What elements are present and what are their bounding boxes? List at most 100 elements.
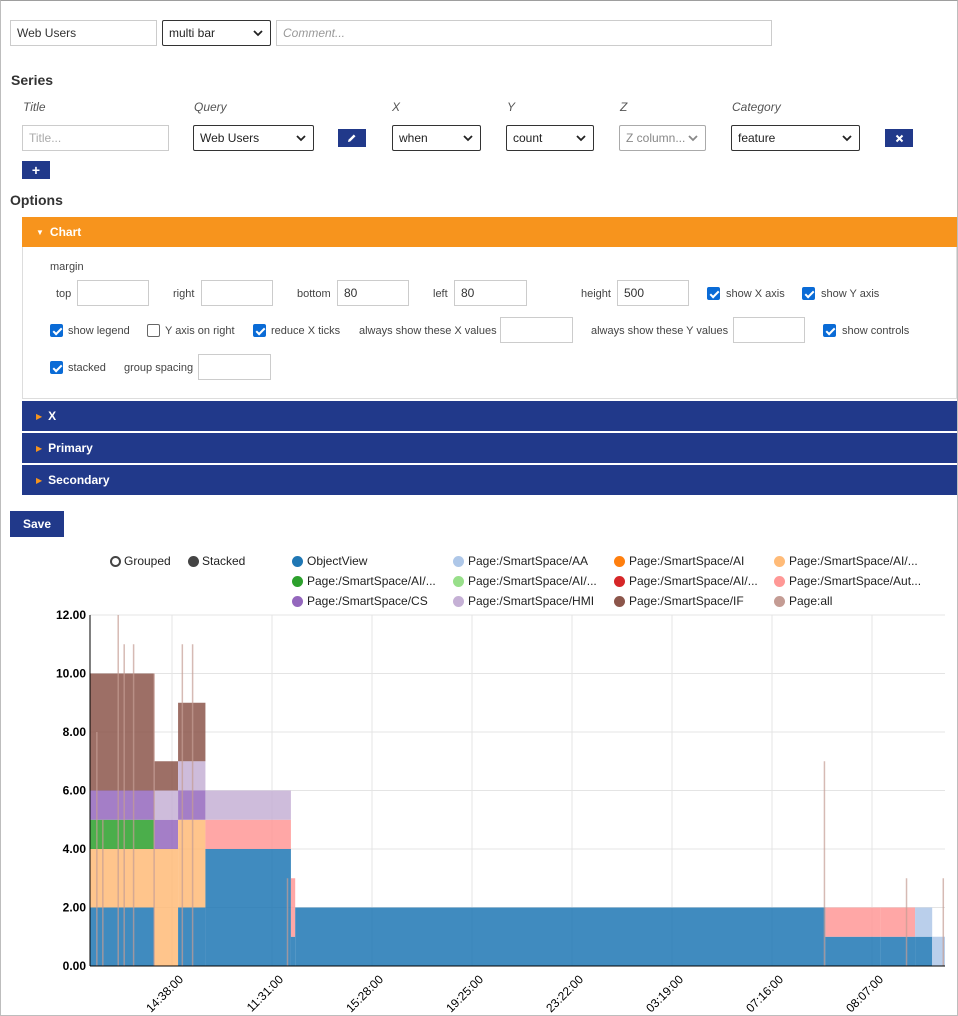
x-panel-header[interactable]: ▶ X xyxy=(22,401,957,431)
height-input[interactable] xyxy=(617,280,689,306)
bar-segment xyxy=(290,878,296,937)
chart-options-panel xyxy=(22,247,957,399)
legend-item[interactable]: Page:/SmartSpace/AA xyxy=(453,554,588,568)
y-tick-label: 6.00 xyxy=(63,784,87,798)
comment-input[interactable] xyxy=(276,20,772,46)
series-query-select[interactable]: Web Users xyxy=(193,125,314,151)
grouped-control[interactable]: Grouped xyxy=(110,554,171,568)
series-category-value: feature xyxy=(738,131,776,145)
bar-segment xyxy=(90,790,155,820)
chart-name-input[interactable] xyxy=(10,20,157,46)
legend-item[interactable]: Page:/SmartSpace/AI xyxy=(614,554,744,568)
chevron-down-icon xyxy=(576,135,586,142)
legend-item[interactable]: Page:/SmartSpace/AI/... xyxy=(614,574,758,588)
legend-item[interactable]: ObjectView xyxy=(292,554,367,568)
legend-item[interactable]: Page:/SmartSpace/IF xyxy=(614,594,744,608)
x-tick-label: 03:19:00 xyxy=(643,972,686,1015)
x-panel-title: X xyxy=(48,409,57,423)
bar-segment xyxy=(90,907,155,966)
show-controls-checkbox[interactable] xyxy=(823,324,836,337)
bar-segment xyxy=(290,936,296,966)
margin-left-input[interactable] xyxy=(454,280,527,306)
show-x-axis-checkbox[interactable] xyxy=(707,287,720,300)
chevron-down-icon xyxy=(688,135,698,142)
bar-segment xyxy=(205,790,291,820)
group-spacing-input[interactable] xyxy=(198,354,271,380)
series-x-value: when xyxy=(399,131,428,145)
legend-label: Page:all xyxy=(789,594,833,608)
bottom-label: bottom xyxy=(297,288,331,300)
chevron-down-icon xyxy=(296,135,306,142)
chart-panel-header[interactable]: ▼ Chart xyxy=(22,217,957,247)
chart-panel-title: Chart xyxy=(49,225,82,239)
bar-segment xyxy=(154,819,179,849)
legend-label: Page:/SmartSpace/AI/... xyxy=(629,574,758,588)
always-x-input[interactable] xyxy=(500,317,573,343)
reduce-x-ticks-checkbox[interactable] xyxy=(253,324,266,337)
grouped-label: Grouped xyxy=(124,554,171,568)
legend-item[interactable]: Page:/SmartSpace/HMI xyxy=(453,594,594,608)
bar-segment xyxy=(880,936,916,966)
series-heading: Series xyxy=(11,72,54,88)
legend-dot-icon xyxy=(453,575,464,587)
chart-type-value: multi bar xyxy=(169,26,216,40)
x-tick-label: 15:28:00 xyxy=(343,972,386,1015)
options-heading: Options xyxy=(10,192,63,208)
legend-item[interactable]: Page:/SmartSpace/AI/... xyxy=(292,574,436,588)
add-series-button[interactable]: + xyxy=(22,161,50,179)
chart-type-select[interactable]: multi bar xyxy=(162,20,271,46)
x-tick-label: 11:31:00 xyxy=(244,972,287,1015)
bar-segment xyxy=(154,761,179,791)
series-title-input[interactable] xyxy=(22,125,169,151)
margin-bottom-input[interactable] xyxy=(337,280,409,306)
show-y-axis-checkbox[interactable] xyxy=(802,287,815,300)
x-tick-label: 08:07:00 xyxy=(843,972,886,1015)
series-y-select[interactable]: count xyxy=(506,125,594,151)
always-y-label: always show these Y values xyxy=(591,325,729,337)
series-z-select[interactable]: Z column... xyxy=(619,125,706,151)
y-tick-label: 12.00 xyxy=(56,608,86,622)
legend-item[interactable]: Page:/SmartSpace/CS xyxy=(292,594,428,608)
legend-label: Page:/SmartSpace/AI/... xyxy=(468,574,597,588)
bar-segment xyxy=(205,819,291,849)
stacked-control[interactable]: Stacked xyxy=(188,554,245,568)
group-spacing-label: group spacing xyxy=(124,362,194,374)
secondary-panel-title: Secondary xyxy=(48,473,110,487)
margin-top-input[interactable] xyxy=(77,280,149,306)
secondary-panel-header[interactable]: ▶ Secondary xyxy=(22,465,957,495)
legend-label: Page:/SmartSpace/AI/... xyxy=(789,554,918,568)
legend-item[interactable]: Page:all xyxy=(774,594,832,608)
show-legend-checkbox[interactable] xyxy=(50,324,63,337)
edit-query-button[interactable] xyxy=(338,129,366,147)
x-tick-label: 23:22:00 xyxy=(543,972,586,1015)
legend-item[interactable]: Page:/SmartSpace/AI/... xyxy=(453,574,597,588)
always-y-input[interactable] xyxy=(733,317,805,343)
chevron-down-icon xyxy=(463,135,473,142)
reduce-x-ticks-label: reduce X ticks xyxy=(271,325,341,337)
series-category-select[interactable]: feature xyxy=(731,125,860,151)
y-axis-right-label: Y axis on right xyxy=(165,325,235,337)
col-y: Y xyxy=(507,100,516,114)
legend-label: Page:/SmartSpace/Aut... xyxy=(789,574,922,588)
save-button[interactable]: Save xyxy=(10,511,64,537)
legend-label: ObjectView xyxy=(307,554,368,568)
legend-dot-icon xyxy=(774,595,785,607)
legend-dot-icon xyxy=(774,555,785,567)
series-x-select[interactable]: when xyxy=(392,125,481,151)
pencil-icon xyxy=(348,134,356,142)
margin-right-input[interactable] xyxy=(201,280,273,306)
right-label: right xyxy=(173,288,195,300)
primary-panel-title: Primary xyxy=(48,441,93,455)
primary-panel-header[interactable]: ▶ Primary xyxy=(22,433,957,463)
y-axis-right-checkbox[interactable] xyxy=(147,324,160,337)
legend-label: Page:/SmartSpace/CS xyxy=(307,594,428,608)
legend-item[interactable]: Page:/SmartSpace/Aut... xyxy=(774,574,921,588)
bar-segment xyxy=(825,907,881,937)
legend-item[interactable]: Page:/SmartSpace/AI/... xyxy=(774,554,918,568)
legend-dot-icon xyxy=(453,555,464,567)
stacked-checkbox[interactable] xyxy=(50,361,63,374)
x-tick-label: 07:16:00 xyxy=(743,972,786,1015)
col-title: Title xyxy=(23,100,46,114)
remove-series-button[interactable] xyxy=(885,129,913,147)
legend-dot-icon xyxy=(292,595,303,607)
